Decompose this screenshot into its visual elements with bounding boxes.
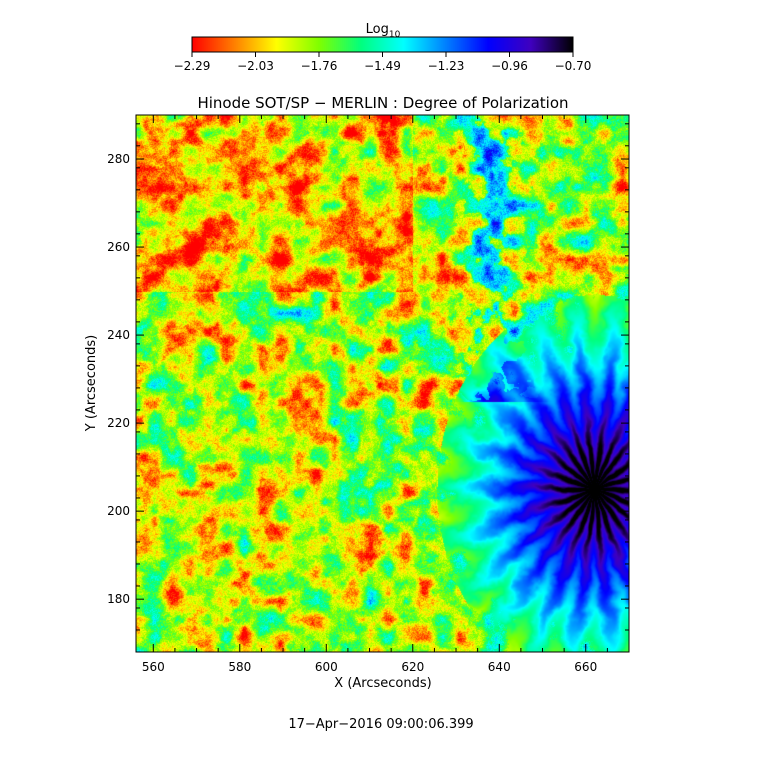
x-tick-label: 600: [315, 660, 338, 674]
y-tick-label: 260: [107, 240, 130, 254]
x-tick-label: 580: [228, 660, 251, 674]
x-tick-label: 640: [488, 660, 511, 674]
x-tick-label: 620: [401, 660, 424, 674]
timestamp: 17−Apr−2016 09:00:06.399: [288, 717, 473, 732]
chart-title: Hinode SOT/SP − MERLIN : Degree of Polar…: [197, 94, 568, 112]
colorbar-bar: [191, 36, 574, 53]
y-tick-label: 240: [107, 328, 130, 342]
y-tick-label: 180: [107, 592, 130, 606]
y-tick-label: 200: [107, 504, 130, 518]
y-axis-label: Y (Arcseconds): [84, 335, 99, 432]
colorbar-tick-label: −0.96: [491, 59, 528, 73]
colorbar: Log10 −2.29 −2.03 −1.76 −1.49 −1.23 −0.96 −0.7…: [174, 22, 592, 73]
y-axis: 180 200 220 240 260 280: [107, 123, 629, 653]
heatmap-image: [136, 115, 629, 652]
colorbar-tick-label: −2.03: [237, 59, 274, 73]
colorbar-tick-label: −1.23: [428, 59, 465, 73]
colorbar-tick-label: −0.70: [555, 59, 592, 73]
colorbar-tick-label: −2.29: [174, 59, 211, 73]
x-axis: 560 580 600 620 640 660: [142, 115, 630, 674]
heatmap-canvas: [136, 115, 629, 652]
plot-frame: [135, 114, 630, 653]
x-axis-label: X (Arcseconds): [334, 676, 431, 691]
x-tick-label: 560: [142, 660, 165, 674]
colorbar-label-text: Log: [366, 22, 389, 37]
colorbar-ticks: −2.29 −2.03 −1.76 −1.49 −1.23 −0.96 −0.70: [174, 52, 592, 73]
y-tick-label: 220: [107, 416, 130, 430]
colorbar-tick-label: −1.49: [364, 59, 401, 73]
x-tick-label: 660: [574, 660, 597, 674]
colorbar-label: Log10: [366, 22, 401, 40]
y-tick-label: 280: [107, 152, 130, 166]
colorbar-tick-label: −1.76: [301, 59, 338, 73]
colorbar-label-subscript: 10: [389, 30, 401, 40]
